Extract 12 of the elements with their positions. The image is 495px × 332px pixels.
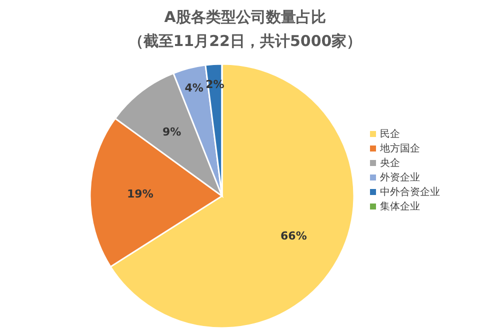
data-label: 66%	[280, 229, 307, 242]
chart-subtitle: （截至11月22日，共计5000家）	[128, 32, 362, 50]
data-label: 19%	[127, 187, 154, 200]
legend-label: 民企	[380, 128, 400, 140]
data-label: 9%	[162, 125, 182, 138]
legend-label: 央企	[380, 157, 400, 169]
legend-label: 地方国企	[379, 142, 420, 154]
legend-label: 中外合资企业	[380, 186, 440, 198]
chart-title: A股各类型公司数量占比	[164, 8, 326, 26]
legend-label: 外资企业	[380, 172, 420, 184]
legend-label: 集体企业	[380, 200, 420, 212]
data-label: 4%	[184, 81, 204, 94]
